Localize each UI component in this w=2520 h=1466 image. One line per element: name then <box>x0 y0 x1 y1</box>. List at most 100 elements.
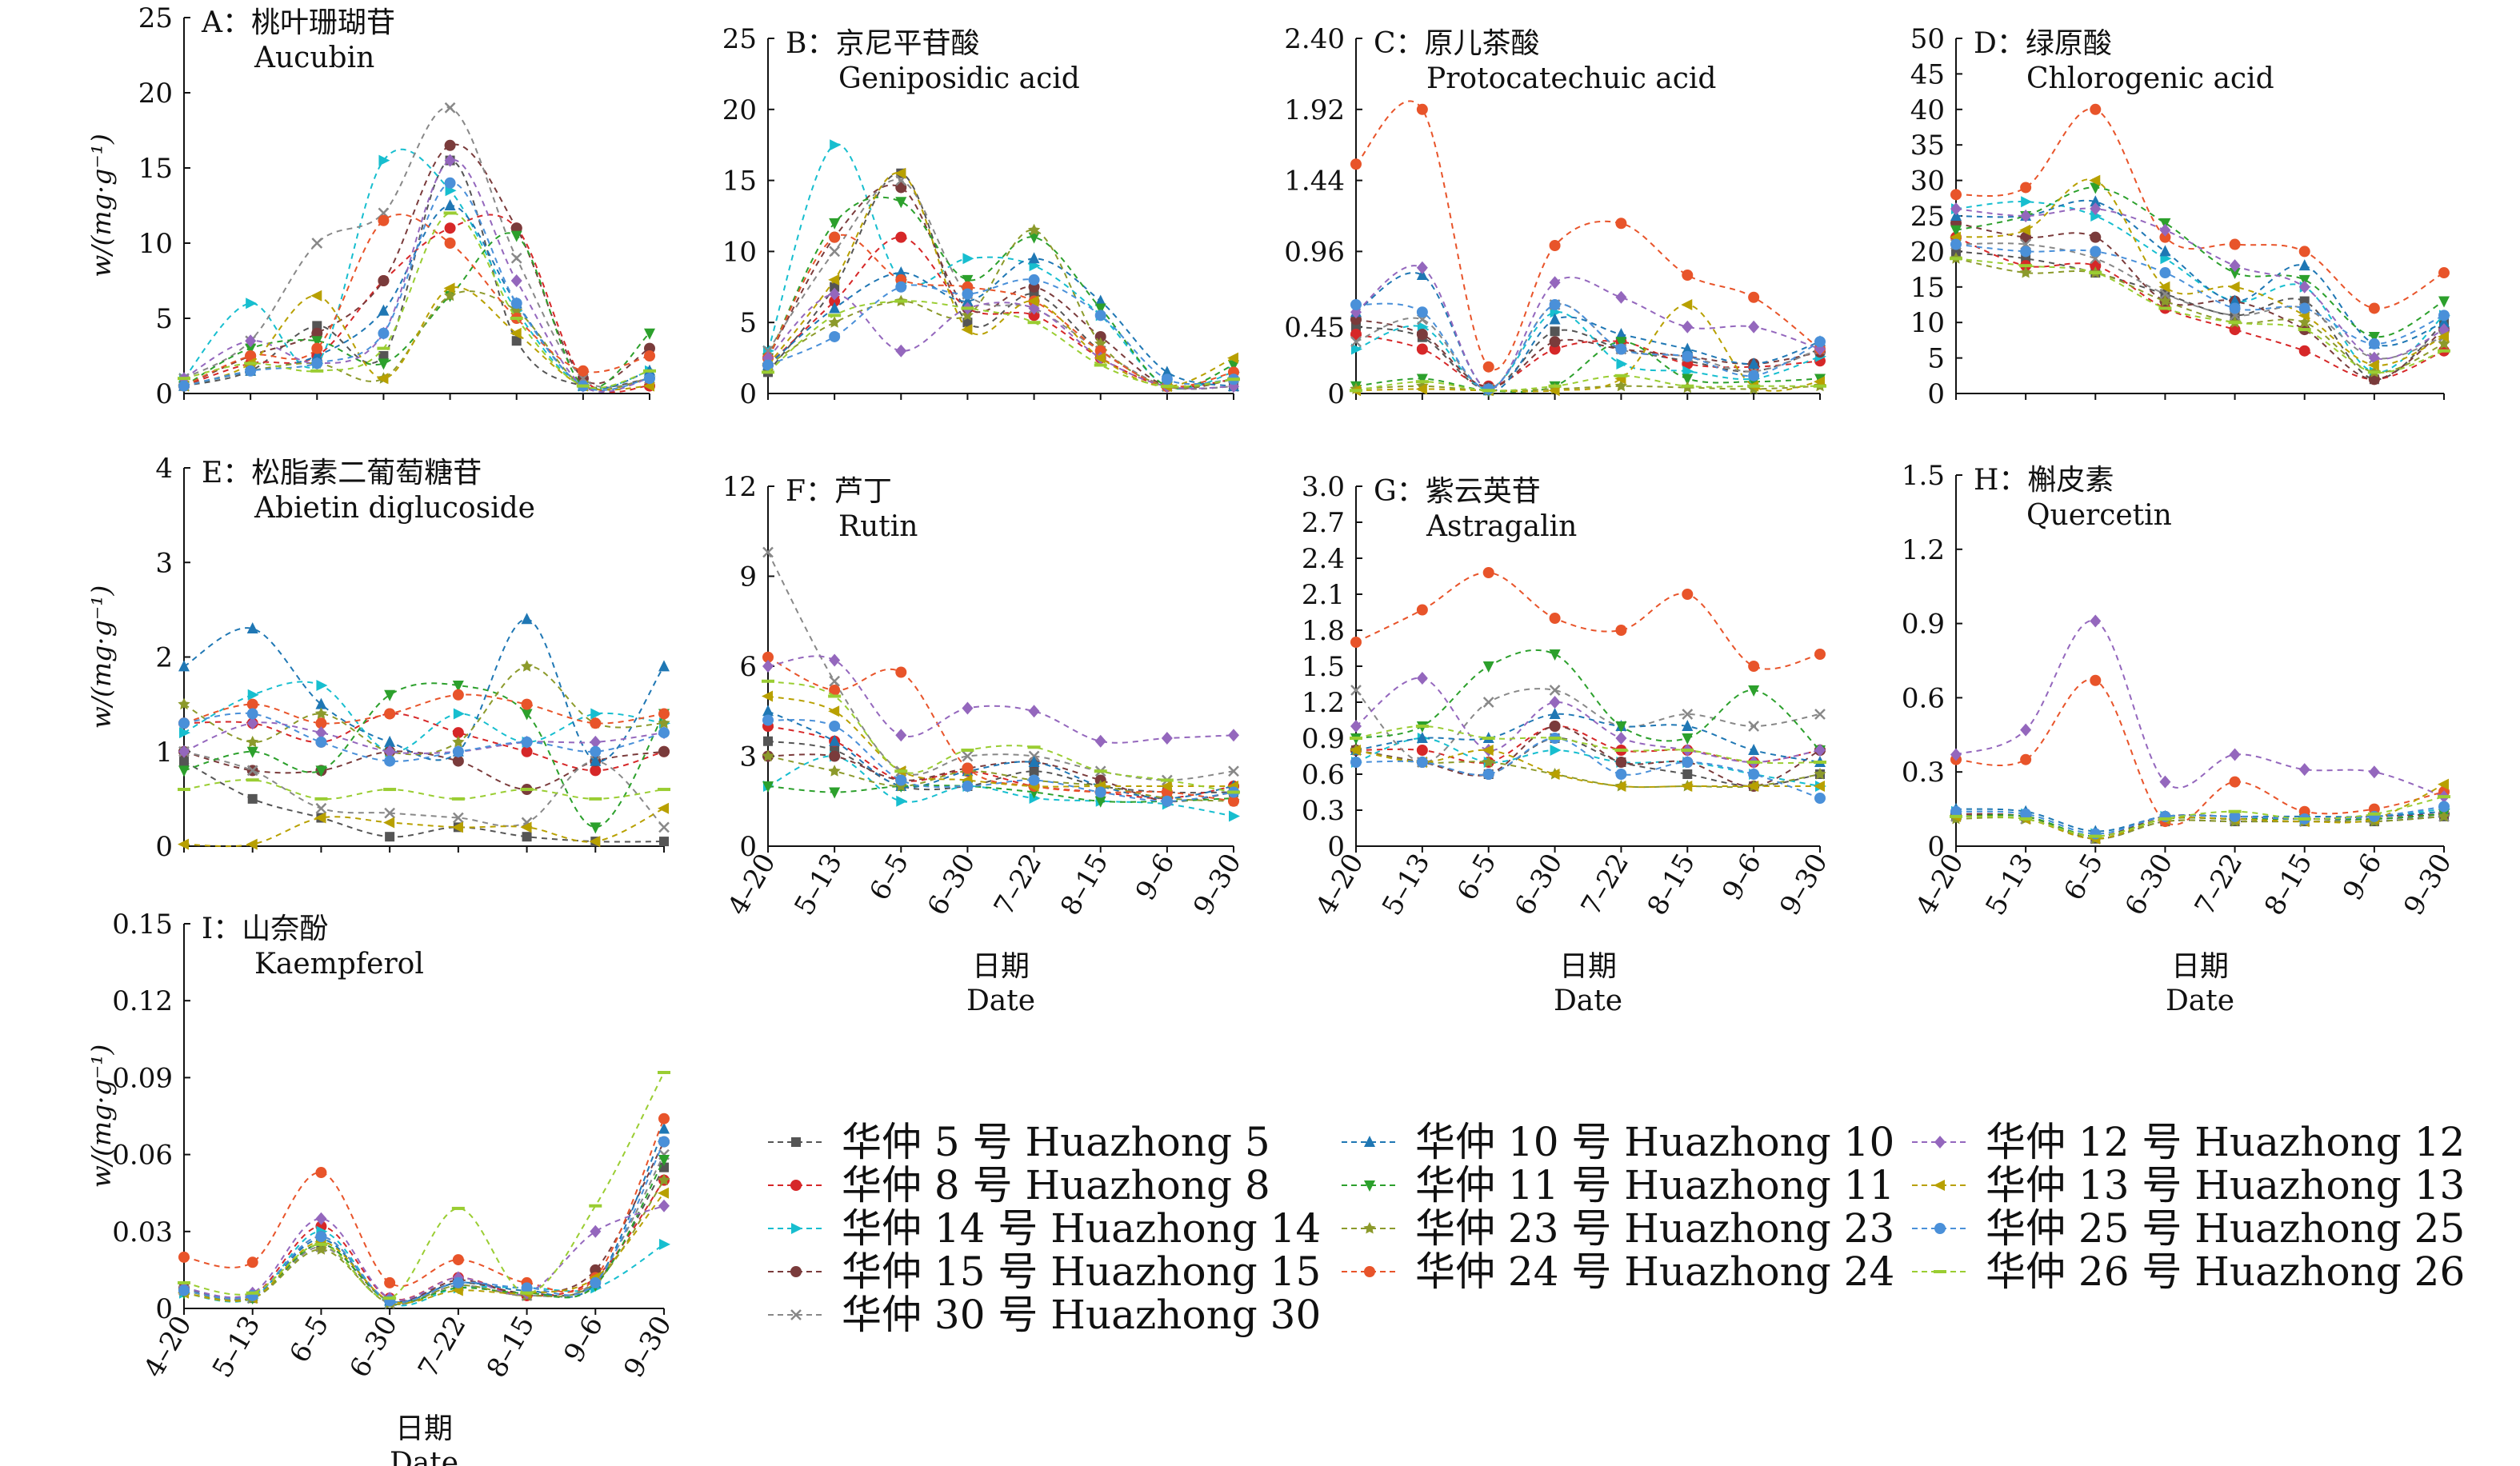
series-curve <box>1955 243 2445 345</box>
data-point <box>1161 795 1173 807</box>
series-curve <box>767 655 1234 744</box>
data-point <box>658 717 670 729</box>
data-point <box>2090 103 2102 115</box>
data-point <box>658 727 670 739</box>
data-point <box>1747 761 1761 764</box>
series-curve <box>1955 178 2445 366</box>
y-tick-label: 1.5 <box>1302 651 1345 683</box>
data-point <box>377 346 390 350</box>
panel-subtitle: Quercetin <box>2026 499 2172 532</box>
y-tick-label: 1.44 <box>1284 166 1345 198</box>
data-point <box>829 330 841 342</box>
data-point <box>2228 809 2242 813</box>
data-point <box>1550 745 1562 756</box>
data-point <box>1350 299 1362 310</box>
y-tick-label: 35 <box>1910 130 1945 162</box>
series-line <box>762 653 1239 748</box>
y-tick-label: 12 <box>722 471 757 503</box>
y-axis-label: w/(mg·g⁻¹) <box>86 585 117 729</box>
data-point <box>1748 721 1760 732</box>
data-point <box>828 316 841 328</box>
data-point <box>2158 281 2170 293</box>
data-point <box>314 707 327 719</box>
y-tick-label: 0.12 <box>112 985 173 1017</box>
series-line <box>178 802 669 850</box>
series-curve <box>1955 620 2445 798</box>
data-point <box>383 817 395 829</box>
x-tick-label: 9–6 <box>1716 849 1768 906</box>
data-point <box>762 651 774 663</box>
data-point <box>1416 269 1428 280</box>
data-point <box>2090 231 2102 243</box>
x-tick-label: 8–15 <box>2258 849 2319 921</box>
legend-marker <box>1364 1266 1375 1277</box>
data-point <box>2020 723 2032 737</box>
legend-item: 华仲 11 号 Huazhong 11 <box>1342 1162 1894 1208</box>
data-point <box>895 281 907 293</box>
series-curve <box>1955 258 2445 373</box>
y-tick-label: 6 <box>739 651 757 683</box>
data-point <box>762 370 774 374</box>
series-curve <box>1355 341 1821 393</box>
data-point <box>1814 376 1825 388</box>
x-axis-label-en: Date <box>2166 985 2234 1017</box>
x-tick-label: 9–6 <box>2337 849 2389 906</box>
data-point <box>2019 817 2033 821</box>
data-point <box>590 717 602 729</box>
data-point <box>590 708 602 720</box>
data-point <box>1228 360 1239 372</box>
data-point <box>2020 246 2032 258</box>
data-point <box>312 321 322 331</box>
series-line <box>1950 257 2450 374</box>
data-point <box>377 373 389 385</box>
data-point <box>521 745 533 757</box>
data-point <box>1416 103 1428 115</box>
data-point <box>178 745 190 758</box>
data-point <box>510 298 522 310</box>
data-point <box>1094 310 1106 322</box>
data-point <box>1549 299 1561 310</box>
data-point <box>658 1187 669 1199</box>
data-point <box>2089 271 2102 275</box>
data-point <box>520 1291 534 1295</box>
data-point <box>1549 685 1561 696</box>
data-point <box>178 660 190 672</box>
data-point <box>1615 337 1627 349</box>
data-point <box>1550 326 1560 337</box>
y-axis-label: w/(mg·g⁻¹) <box>86 134 117 278</box>
data-point <box>378 214 390 226</box>
data-point <box>1094 363 1107 367</box>
data-point <box>314 797 328 801</box>
data-point <box>1350 329 1362 340</box>
data-point <box>1682 589 1694 600</box>
legend-label: 华仲 10 号 Huazhong 10 <box>1415 1119 1894 1165</box>
data-point <box>763 736 773 746</box>
data-point <box>762 705 774 717</box>
data-point <box>1028 252 1040 264</box>
data-point <box>1682 709 1694 720</box>
data-point <box>520 788 534 792</box>
data-point <box>1094 786 1106 798</box>
data-point <box>895 774 907 786</box>
legend-marker <box>790 1309 802 1320</box>
data-point <box>2368 331 2380 343</box>
series-curve <box>183 148 650 389</box>
data-point <box>1350 685 1362 696</box>
data-point <box>1482 745 1494 756</box>
data-point <box>384 755 396 767</box>
panel-subtitle: Abietin diglucoside <box>254 492 535 525</box>
data-point <box>2090 195 2102 207</box>
series-curve <box>1355 737 1821 787</box>
data-point <box>2229 294 2241 306</box>
data-point <box>1549 721 1561 732</box>
data-point <box>1747 384 1761 388</box>
x-tick-label: 9–6 <box>1130 849 1182 906</box>
series-curve <box>183 712 665 762</box>
data-point <box>246 698 258 710</box>
data-point <box>1950 257 1962 261</box>
data-point <box>589 836 601 848</box>
data-point <box>1549 276 1561 290</box>
data-point <box>829 302 841 314</box>
data-point <box>658 660 670 672</box>
data-point <box>829 653 841 667</box>
